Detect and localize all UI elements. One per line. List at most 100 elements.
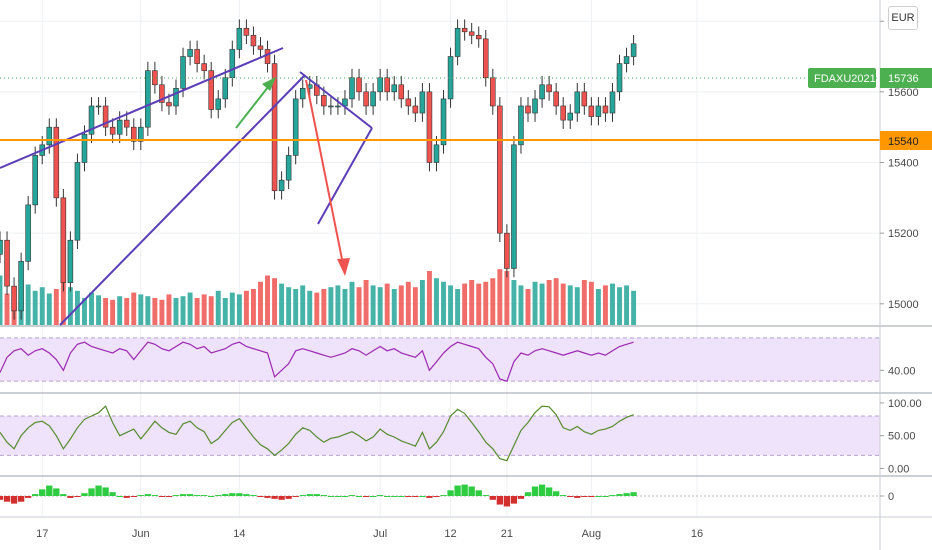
price-axis[interactable]: 150001520015400156001580040.000.0050.001… xyxy=(880,16,922,503)
momentum-bar xyxy=(630,492,637,496)
momentum-bar xyxy=(560,495,567,497)
momentum-bar xyxy=(10,496,18,504)
rsi-line xyxy=(0,341,634,382)
last-price-badge[interactable]: 15736 xyxy=(880,68,932,88)
momentum-bar xyxy=(109,492,116,496)
candle xyxy=(595,97,602,126)
price-axis-tick: 15400 xyxy=(888,158,919,170)
price-pane[interactable] xyxy=(0,19,880,326)
volume-bar xyxy=(110,299,116,325)
rsi-pane[interactable] xyxy=(0,337,880,382)
candle xyxy=(173,79,179,115)
candle xyxy=(95,97,102,115)
pane-separators xyxy=(0,325,932,477)
candle xyxy=(398,75,405,108)
volume-bar xyxy=(335,285,341,325)
symbol-badge[interactable]: FDAXU2021 xyxy=(808,68,876,88)
candle xyxy=(518,97,524,154)
candle xyxy=(461,19,468,41)
green-arrow[interactable] xyxy=(235,77,276,129)
volume-bar xyxy=(39,287,45,325)
momentum-bar xyxy=(524,492,532,496)
candle xyxy=(609,83,616,122)
momentum-bar xyxy=(334,496,342,497)
candle xyxy=(419,83,426,122)
candle xyxy=(440,90,447,154)
price-axis-tick: 0.00 xyxy=(888,463,909,475)
momentum-bar xyxy=(461,484,468,496)
time-axis[interactable]: 17 Jun 14 Jul 12 21 Aug 16 xyxy=(36,528,703,540)
stochastic-line xyxy=(0,405,634,462)
candle xyxy=(257,37,264,59)
candle xyxy=(67,231,74,292)
volume-bar xyxy=(173,298,179,325)
candle xyxy=(314,75,320,105)
volume-bar xyxy=(434,278,439,325)
volume-bars xyxy=(0,269,637,325)
volume-bar xyxy=(518,285,524,325)
momentum-bar xyxy=(341,496,349,497)
volume-bar xyxy=(250,289,256,325)
candle xyxy=(581,83,588,115)
wedge-right-line[interactable] xyxy=(317,127,373,225)
volume-bar xyxy=(539,283,545,325)
candle xyxy=(370,83,376,115)
last-price-label: 15736 xyxy=(888,73,919,85)
time-axis-tick: 12 xyxy=(444,528,456,540)
volume-bar xyxy=(187,292,193,325)
momentum-bar xyxy=(67,496,74,498)
volume-bar xyxy=(145,296,151,325)
time-axis-tick: 16 xyxy=(691,528,703,540)
momentum-bar xyxy=(46,485,53,496)
time-axis-tick: Aug xyxy=(582,528,602,540)
candle xyxy=(567,104,574,129)
volume-bar xyxy=(300,285,306,325)
momentum-pane[interactable] xyxy=(0,484,880,507)
candle xyxy=(623,47,630,73)
channel-lower-line[interactable] xyxy=(59,74,306,326)
volume-bar xyxy=(138,294,144,325)
red-arrow[interactable] xyxy=(305,79,350,276)
momentum-bar xyxy=(426,496,433,498)
momentum-bar xyxy=(609,495,616,497)
momentum-bar xyxy=(412,496,419,497)
volume-bar xyxy=(419,280,425,325)
volume-bar xyxy=(279,283,285,325)
candle xyxy=(356,68,362,101)
candle xyxy=(278,171,285,200)
momentum-bar xyxy=(496,496,504,505)
time-axis-tick: 17 xyxy=(36,528,48,540)
momentum-bar xyxy=(440,495,447,497)
volume-bar xyxy=(328,287,334,325)
volume-bar xyxy=(448,285,454,325)
stochastic-pane[interactable] xyxy=(0,405,880,462)
momentum-bar xyxy=(567,496,574,497)
wedge-left-line[interactable] xyxy=(299,71,373,129)
level-price-label: 15540 xyxy=(888,136,919,148)
volume-bar xyxy=(384,283,390,325)
candle xyxy=(377,68,383,101)
volume-bar xyxy=(321,289,327,325)
currency-button[interactable]: EUR xyxy=(888,6,918,30)
symbol-badge-label: FDAXU2021 xyxy=(814,73,876,85)
level-price-badge[interactable]: 15540 xyxy=(880,131,932,150)
volume-bar xyxy=(293,289,299,325)
volume-bar xyxy=(574,287,580,325)
volume-bar xyxy=(349,281,355,325)
candle xyxy=(229,40,236,87)
momentum-bar xyxy=(271,496,278,499)
candle xyxy=(602,97,609,122)
candle xyxy=(532,90,538,122)
price-axis-tick: 100.00 xyxy=(888,398,922,410)
volume-bar xyxy=(363,280,369,325)
momentum-bar xyxy=(193,495,201,497)
momentum-bar xyxy=(517,496,525,499)
rsi-band xyxy=(0,337,880,382)
volume-bar xyxy=(532,281,538,325)
volume-bar xyxy=(194,298,200,325)
volume-bar xyxy=(4,293,10,325)
momentum-bar xyxy=(545,487,553,496)
candle xyxy=(60,188,67,292)
channel-upper-line[interactable] xyxy=(0,47,284,169)
